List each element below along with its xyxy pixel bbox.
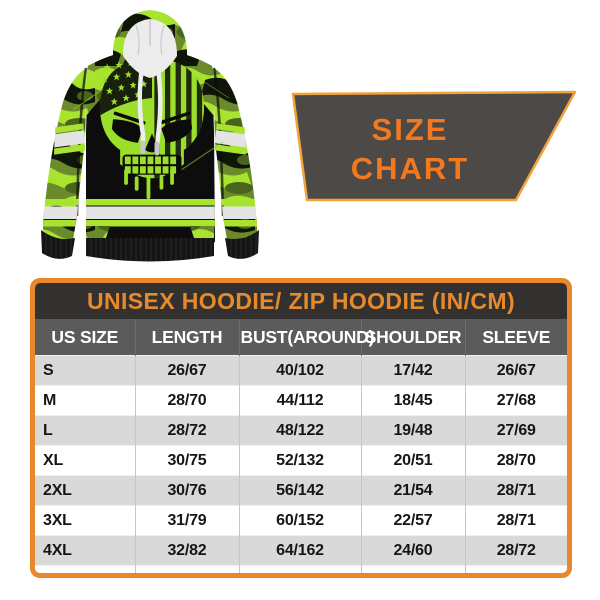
cell-length: 33/85 [134,565,239,573]
cell-length: 26/67 [134,355,239,386]
banner-line2: CHART [351,151,470,186]
cell-size: 4XL [43,541,72,559]
cell-size: XL [43,451,64,469]
skull-teeth [122,154,182,175]
cell-shoulder: 22/57 [360,505,465,536]
right-drawstring [154,65,163,154]
waistband [86,238,214,262]
column-header-us-size: US SIZE [35,319,135,356]
cell-length: 31/79 [134,505,239,536]
cell-bust: 44/112 [238,385,361,416]
cell-sleeve: 28/71 [464,505,567,536]
size-chart-title: UNISEX HOODIE/ ZIP HOODIE (IN/CM) [35,283,567,319]
cell-shoulder: 17/42 [360,355,465,386]
table-row: 3XL 31/79 60/152 22/57 28/71 [35,505,567,536]
hoodie-illustration [33,10,267,262]
product-image [14,2,288,274]
table-row: 2XL 30/76 56/142 21/54 28/71 [35,475,567,506]
table-row: S 26/67 40/102 17/42 26/67 [35,355,567,386]
size-table: US SIZE LENGTH BUST(AROUND) SHOULDER SLE… [35,319,567,574]
cell-bust: 48/122 [238,415,361,446]
cell-bust: 64/162 [238,535,361,566]
cell-bust: 60/152 [238,505,361,536]
cell-bust: 40/102 [238,355,361,386]
cell-length: 28/72 [134,415,239,446]
cell-sleeve: 26/67 [464,355,567,386]
hood-lining [123,19,177,78]
skull-left-eye [111,119,143,143]
cell-sleeve: 27/69 [464,415,567,446]
cell-shoulder: 18/45 [360,385,465,416]
cell-sleeve: 28/70 [464,445,567,476]
right-cuff [225,230,259,259]
table-header-row: US SIZE LENGTH BUST(AROUND) SHOULDER SLE… [35,319,567,356]
column-header-bust: BUST(AROUND) [238,319,374,356]
size-chart-table: UNISEX HOODIE/ ZIP HOODIE (IN/CM) US SIZ… [30,278,572,578]
cell-sleeve: 27/68 [464,385,567,416]
cell-sleeve: 28/71 [464,475,567,506]
left-drawstring [137,65,146,153]
cell-bust: 56/142 [238,475,361,506]
column-header-shoulder: SHOULDER [360,319,465,356]
cell-length: 30/76 [134,475,239,506]
left-cuff [41,230,75,259]
cell-size: L [43,421,53,439]
cell-shoulder: 21/54 [360,475,465,506]
cell-sleeve: 29/73 [464,565,567,573]
cell-size: 2XL [43,481,72,499]
table-row: 4XL 32/82 64/162 24/60 28/72 [35,535,567,566]
banner-line1: SIZE [372,112,449,147]
cell-shoulder: 19/48 [360,415,465,446]
table-row: L 28/72 48/122 19/48 27/69 [35,415,567,446]
column-header-sleeve: SLEEVE [464,319,567,356]
cell-length: 28/70 [134,385,239,416]
table-row: XL 30/75 52/132 20/51 28/70 [35,445,567,476]
hoodie-right-sleeve [214,68,257,242]
cell-bust: 52/132 [238,445,361,476]
cell-shoulder: 25/63 [360,565,465,573]
cell-sleeve: 28/72 [464,535,567,566]
cell-size: 3XL [43,511,72,529]
cell-length: 30/75 [134,445,239,476]
cell-size: S [43,361,54,379]
skull-right-eye [161,119,193,143]
cell-length: 32/82 [134,535,239,566]
cell-bust: 68/172 [238,565,361,573]
column-header-length: LENGTH [134,319,239,356]
banner-shape [291,90,577,202]
cell-shoulder: 24/60 [360,535,465,566]
cell-shoulder: 20/51 [360,445,465,476]
cell-size: M [43,391,57,409]
table-row: 5XL 33/85 68/172 25/63 29/73 [35,565,567,574]
skull-drips [124,169,174,200]
cell-size: 5XL [35,566,135,574]
hoodie-left-sleeve [43,68,86,242]
size-chart-banner: SIZE CHART [290,90,578,204]
table-row: M 28/70 44/112 18/45 27/68 [35,385,567,416]
